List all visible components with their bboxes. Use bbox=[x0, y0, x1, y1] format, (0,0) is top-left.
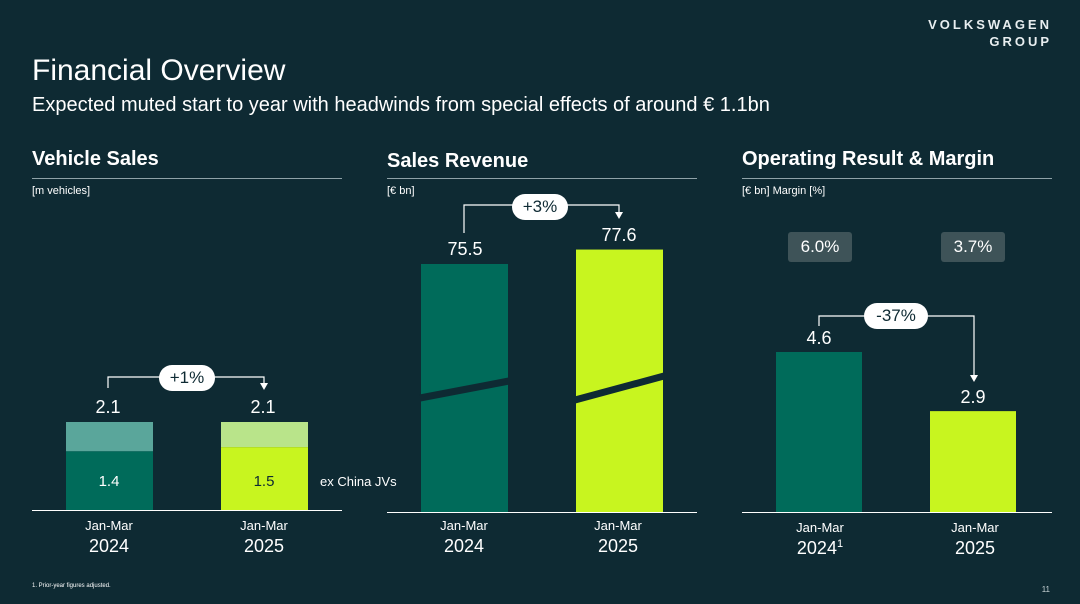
page-title: Financial Overview bbox=[32, 54, 286, 87]
brand-line-2: GROUP bbox=[989, 34, 1052, 49]
sr-label-2025: 77.6 bbox=[601, 225, 637, 245]
or-change-arrow bbox=[970, 375, 978, 382]
vehicle-sales-title: Vehicle Sales bbox=[32, 148, 159, 170]
or-x-year-2025: 2025 bbox=[954, 538, 996, 558]
vs-total-label-2025: 2.1 bbox=[250, 397, 276, 417]
sr-x-year-2024: 2024 bbox=[443, 536, 485, 556]
vs-baseline bbox=[32, 510, 342, 511]
sr-x-label-2025: Jan-Mar bbox=[594, 518, 642, 533]
operating-result-unit: [€ bn] Margin [%] bbox=[742, 185, 826, 197]
or-bar-0 bbox=[776, 352, 862, 512]
sr-x-label-2024: Jan-Mar bbox=[440, 518, 488, 533]
operating-result-title: Operating Result & Margin bbox=[742, 148, 995, 170]
vs-total-label-2024: 2.1 bbox=[95, 397, 121, 417]
vs-x-label-2024: Jan-Mar bbox=[85, 518, 133, 533]
sales-revenue-rule bbox=[387, 178, 697, 179]
sales-revenue-title: Sales Revenue bbox=[387, 150, 529, 172]
vs-x-year-2025: 2025 bbox=[243, 536, 285, 556]
or-bar-1 bbox=[930, 411, 1016, 512]
sr-change-badge: +3% bbox=[512, 194, 568, 220]
brand-line-1: VOLKSWAGEN bbox=[928, 17, 1052, 32]
sr-label-2024: 75.5 bbox=[447, 239, 483, 259]
volkswagen-group-logo: VOLKSWAGEN GROUP bbox=[928, 16, 1052, 50]
footnote: 1. Prior-year figures adjusted. bbox=[32, 583, 111, 589]
page-subtitle: Expected muted start to year with headwi… bbox=[32, 94, 770, 116]
or-margin-2024: 6.0% bbox=[788, 232, 852, 262]
sr-axis-break-1 bbox=[574, 372, 665, 404]
sr-axis-break-0 bbox=[419, 377, 510, 402]
or-label-2025: 2.9 bbox=[960, 387, 986, 407]
vs-x-year-2024: 2024 bbox=[88, 536, 130, 556]
or-year-footnote-marker: 1 bbox=[836, 538, 844, 550]
or-year-2024-text: 2024 bbox=[796, 538, 837, 558]
vehicle-sales-unit: [m vehicles] bbox=[32, 185, 91, 197]
or-label-2024: 4.6 bbox=[806, 328, 832, 348]
vs-x-label-2025: Jan-Mar bbox=[240, 518, 288, 533]
vs-series-label: ex China JVs bbox=[320, 474, 397, 489]
vs-bar-china-jv-0 bbox=[66, 422, 153, 452]
vs-exjv-label-2025: 1.5 bbox=[253, 473, 275, 490]
or-baseline bbox=[742, 512, 1052, 513]
page-number: 11 bbox=[1041, 585, 1050, 594]
or-margin-2025: 3.7% bbox=[941, 232, 1005, 262]
vs-exjv-label-2024: 1.4 bbox=[98, 473, 120, 490]
or-x-label-2025: Jan-Mar bbox=[951, 520, 999, 535]
vs-bar-china-jv-1 bbox=[221, 422, 308, 448]
or-x-label-2024: Jan-Mar bbox=[796, 520, 844, 535]
vs-change-arrow bbox=[260, 383, 268, 390]
sales-revenue-unit: [€ bn] bbox=[387, 185, 415, 197]
vs-change-badge: +1% bbox=[159, 365, 215, 391]
or-change-badge: -37% bbox=[864, 303, 928, 329]
sr-change-arrow bbox=[615, 212, 623, 219]
vehicle-sales-rule bbox=[32, 178, 342, 179]
vs-bar-ex-china-0 bbox=[66, 451, 153, 510]
or-x-year-2024: 20241 bbox=[770, 538, 870, 559]
operating-result-rule bbox=[742, 178, 1052, 179]
sr-x-year-2025: 2025 bbox=[597, 536, 639, 556]
vs-bar-ex-china-1 bbox=[221, 447, 308, 510]
sr-baseline bbox=[387, 512, 697, 513]
